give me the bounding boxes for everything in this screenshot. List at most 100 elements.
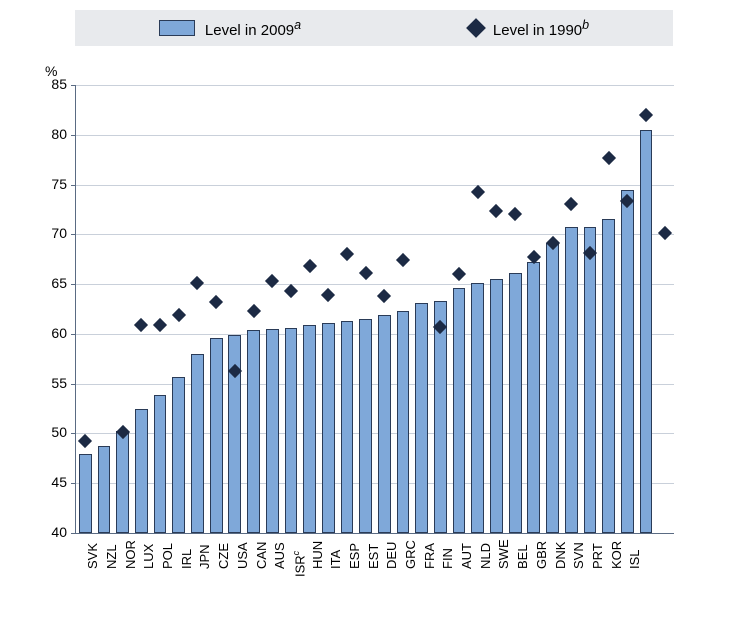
plot-area <box>75 85 674 534</box>
x-tick-label: CZE <box>216 543 231 569</box>
x-tick-label: FRA <box>422 543 437 569</box>
y-tick-label: 40 <box>27 524 67 540</box>
x-tick-label: LUX <box>141 544 156 569</box>
x-tick-label: JPN <box>197 544 212 569</box>
bar <box>397 311 410 533</box>
y-tick-mark <box>71 533 76 534</box>
diamond-marker <box>489 204 503 218</box>
y-tick-mark <box>71 85 76 86</box>
bar <box>191 354 204 533</box>
x-tick-label: SVN <box>571 542 586 569</box>
x-tick-label: POL <box>160 543 175 569</box>
bar <box>565 227 578 533</box>
diamond-swatch-icon <box>466 18 486 38</box>
bar <box>378 315 391 533</box>
diamond-marker <box>284 284 298 298</box>
legend-entry-diamond: Level in 1990b <box>469 18 589 39</box>
bar <box>210 338 223 533</box>
legend: Level in 2009a Level in 1990b <box>75 10 673 46</box>
diamond-marker <box>564 197 578 211</box>
x-tick-label: AUT <box>459 543 474 569</box>
chart-container: Level in 2009a Level in 1990b % 40455055… <box>0 0 748 627</box>
bar <box>266 329 279 533</box>
x-tick-label: GRC <box>403 540 418 569</box>
gridline <box>76 85 674 86</box>
y-tick-mark <box>71 384 76 385</box>
y-tick-label: 75 <box>27 176 67 192</box>
diamond-marker <box>321 288 335 302</box>
x-tick-label: IRL <box>179 549 194 569</box>
y-tick-label: 85 <box>27 76 67 92</box>
bar <box>98 446 111 533</box>
y-tick-mark <box>71 185 76 186</box>
bar <box>303 325 316 533</box>
diamond-marker <box>190 276 204 290</box>
x-tick-label: DNK <box>553 542 568 569</box>
y-tick-mark <box>71 483 76 484</box>
x-tick-label: GBR <box>534 541 549 569</box>
y-tick-label: 55 <box>27 375 67 391</box>
bar <box>434 301 447 533</box>
y-tick-mark <box>71 135 76 136</box>
x-tick-label: ESP <box>347 543 362 569</box>
diamond-marker <box>303 259 317 273</box>
x-tick-label: SVK <box>85 543 100 569</box>
diamond-marker <box>78 434 92 448</box>
y-tick-mark <box>71 433 76 434</box>
x-tick-label: FIN <box>440 548 455 569</box>
x-tick-label: NOR <box>123 540 138 569</box>
diamond-marker <box>508 207 522 221</box>
y-tick-label: 65 <box>27 275 67 291</box>
x-tick-label: CAN <box>254 542 269 569</box>
x-tick-label: NZL <box>104 544 119 569</box>
diamond-marker <box>452 267 466 281</box>
legend-bar-label: Level in 2009a <box>205 18 301 39</box>
bar <box>116 431 129 533</box>
x-tick-label: SWE <box>496 539 511 569</box>
bar <box>584 227 597 533</box>
diamond-marker <box>658 226 672 240</box>
bar <box>79 454 92 533</box>
bar <box>154 395 167 533</box>
x-tick-label: EST <box>366 544 381 569</box>
diamond-marker <box>359 266 373 280</box>
x-tick-label: PRT <box>590 543 605 569</box>
bar <box>509 273 522 533</box>
bar <box>546 243 559 533</box>
y-tick-mark <box>71 284 76 285</box>
y-tick-label: 45 <box>27 474 67 490</box>
x-tick-label: DEU <box>384 542 399 569</box>
x-tick-label: ISL <box>627 549 642 569</box>
x-tick-label: BEL <box>515 544 530 569</box>
y-tick-label: 60 <box>27 325 67 341</box>
bar <box>527 262 540 533</box>
legend-diamond-label: Level in 1990b <box>493 18 589 39</box>
diamond-marker <box>134 318 148 332</box>
x-tick-label: HUN <box>310 541 325 569</box>
y-tick-mark <box>71 234 76 235</box>
diamond-marker <box>153 318 167 332</box>
legend-entry-bar: Level in 2009a <box>159 18 301 39</box>
bar <box>322 323 335 533</box>
bar <box>640 130 653 533</box>
diamond-marker <box>377 289 391 303</box>
diamond-marker <box>340 247 354 261</box>
x-tick-label: USA <box>235 542 250 569</box>
bar <box>172 377 185 533</box>
diamond-marker <box>209 295 223 309</box>
x-tick-label: NLD <box>478 543 493 569</box>
bar <box>341 321 354 533</box>
diamond-marker <box>602 151 616 165</box>
y-tick-label: 50 <box>27 424 67 440</box>
gridline <box>76 185 674 186</box>
bar <box>135 409 148 533</box>
x-tick-label: AUS <box>272 542 287 569</box>
bar <box>359 319 372 533</box>
diamond-marker <box>639 108 653 122</box>
x-tick-label: KOR <box>609 541 624 569</box>
bar <box>471 283 484 533</box>
y-tick-label: 70 <box>27 225 67 241</box>
x-tick-label: ISRc <box>291 551 307 577</box>
bar <box>415 303 428 533</box>
bar <box>285 328 298 533</box>
